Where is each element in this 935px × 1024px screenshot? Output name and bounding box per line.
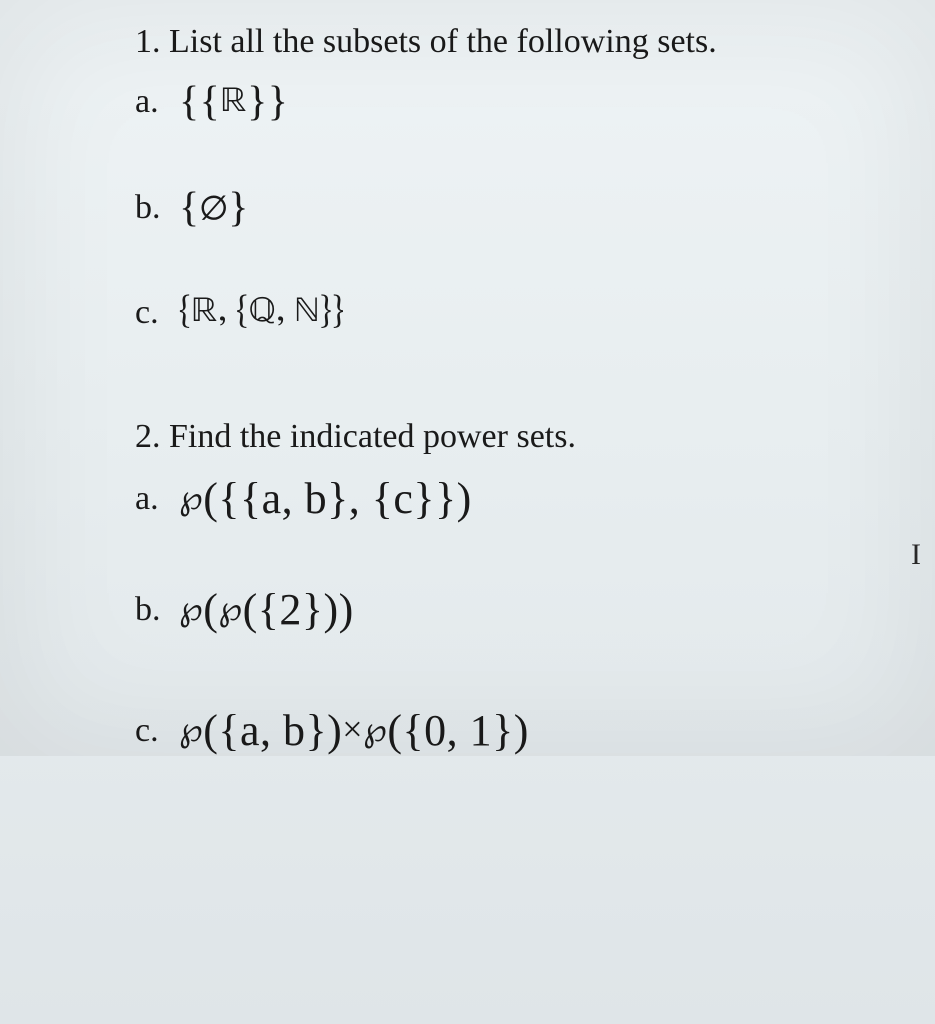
times-symbol: ×: [342, 709, 363, 749]
q1b-label: b.: [135, 189, 165, 227]
brace-close: }}: [247, 79, 288, 125]
q2c-arg1: ({a, b}): [203, 706, 342, 755]
q1a-expression: {{ℝ}}: [179, 78, 288, 126]
powerset-symbol: ℘: [179, 480, 203, 517]
q2c-expression: ℘({a, b})×℘({0, 1}): [179, 705, 529, 756]
q1a-label: a.: [135, 83, 165, 121]
q2b-label: b.: [135, 591, 165, 629]
brace-open: {{: [179, 79, 220, 125]
q2-part-a: a. ℘({{a, b}, {c}}): [135, 473, 935, 524]
q1c-expression: {ℝ, {ℚ, ℕ}}: [179, 290, 344, 335]
q1-part-b: b. {∅}: [135, 184, 935, 232]
q2a-label: a.: [135, 480, 165, 518]
text-cursor-icon: I: [911, 538, 921, 572]
q1c-label: c.: [135, 294, 165, 332]
brace-open: {: [179, 185, 200, 231]
powerset-symbol-1: ℘: [179, 712, 203, 749]
q1-part-c: c. {ℝ, {ℚ, ℕ}}: [135, 290, 935, 335]
question-2: 2. Find the indicated power sets. a. ℘({…: [135, 415, 935, 756]
q2-stem: 2. Find the indicated power sets.: [135, 415, 935, 459]
q2b-expression: ℘(℘({2})): [179, 584, 354, 635]
symbol-emptyset: ∅: [200, 190, 229, 226]
q2a-expression: ℘({{a, b}, {c}}): [179, 473, 472, 524]
paren-open: (: [203, 585, 218, 634]
powerset-symbol: ℘: [179, 591, 203, 628]
q2c-label: c.: [135, 712, 165, 750]
paren-close: ): [339, 585, 354, 634]
q1-part-a: a. {{ℝ}}: [135, 78, 935, 126]
symbol-R: ℝ: [220, 84, 247, 120]
document-page: 1. List all the subsets of the following…: [0, 0, 935, 756]
q1-stem: 1. List all the subsets of the following…: [135, 20, 935, 64]
powerset-symbol-2: ℘: [363, 712, 387, 749]
question-1: 1. List all the subsets of the following…: [135, 20, 935, 335]
q2-part-b: b. ℘(℘({2})): [135, 584, 935, 635]
q2b-inner-arg: ({2}): [243, 585, 339, 634]
brace-close: }: [228, 185, 249, 231]
powerset-symbol-inner: ℘: [218, 591, 242, 628]
q2-part-c: c. ℘({a, b})×℘({0, 1}): [135, 705, 935, 756]
q2a-arg: ({{a, b}, {c}}): [203, 474, 472, 523]
q1b-expression: {∅}: [179, 184, 249, 232]
q2c-arg2: ({0, 1}): [387, 706, 529, 755]
